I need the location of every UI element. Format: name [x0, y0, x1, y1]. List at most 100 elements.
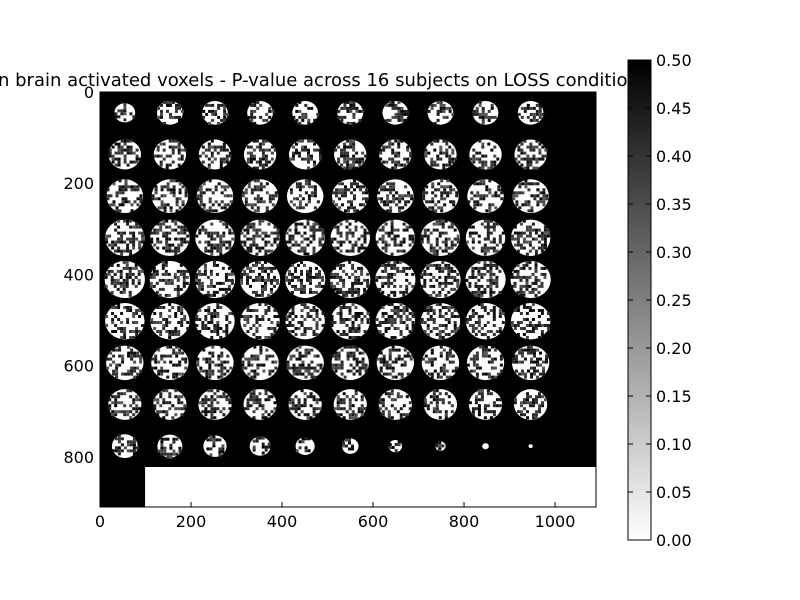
- brain-slice: [202, 100, 230, 125]
- x-tick-label: 0: [95, 512, 105, 531]
- plot-frame: [99, 91, 597, 508]
- x-tick-label: 400: [267, 512, 298, 531]
- brain-slice: [108, 139, 142, 170]
- brain-slice: [512, 179, 549, 214]
- brain-slice: [249, 436, 271, 456]
- brain-slice: [203, 435, 227, 457]
- brain-slice: [104, 260, 145, 299]
- brain-slice: [292, 100, 320, 125]
- brain-slice: [514, 139, 548, 170]
- brain-slice: [388, 440, 402, 453]
- brain-slice: [285, 219, 325, 257]
- brain-slice: [510, 302, 551, 340]
- y-tick-label: 800: [63, 448, 94, 467]
- brain-slice: [196, 345, 234, 381]
- colorbar-tick-label: 0.00: [656, 531, 692, 550]
- brain-slice: [510, 260, 551, 299]
- brain-slice: [378, 389, 412, 420]
- colorbar-tick-label: 0.45: [656, 99, 692, 118]
- brain-slice: [151, 179, 189, 214]
- brain-slice: [150, 302, 190, 340]
- brain-slice: [106, 345, 144, 381]
- brain-slice: [285, 302, 325, 340]
- colorbar: 0.50 0.45 0.40 0.35 0.30 0.25 0.20 0.15 0.10 0.05…: [627, 51, 692, 550]
- colorbar-tick-label: 0.25: [656, 291, 692, 310]
- brain-slice: [472, 100, 499, 125]
- brain-slice: [469, 139, 502, 170]
- brain-slice: [465, 260, 506, 299]
- brain-slice: [427, 100, 455, 125]
- x-tick-label: 1000: [535, 512, 576, 531]
- x-tick-label: 800: [449, 512, 480, 531]
- brain-slice: [151, 345, 189, 381]
- brain-slice: [114, 103, 136, 123]
- brain-slice: [510, 219, 551, 257]
- colorbar-tick-label: 0.30: [656, 243, 692, 262]
- brain-slice: [157, 100, 184, 125]
- brain-slice: [195, 219, 235, 257]
- heatmap-plot-area: [100, 92, 596, 507]
- brain-slice: [332, 179, 369, 214]
- brain-slice: [435, 441, 446, 451]
- brain-slice: [288, 389, 322, 420]
- brain-slice: [466, 345, 505, 381]
- brain-slice: [528, 444, 533, 449]
- empty-mosaic-region: [145, 467, 596, 507]
- brain-slice: [198, 139, 232, 170]
- brain-slice: [467, 179, 504, 214]
- brain-slice: [422, 179, 459, 214]
- brain-slice: [468, 389, 503, 420]
- brain-slice: [423, 389, 458, 420]
- brain-slice: [196, 179, 234, 214]
- brain-slice: [111, 434, 139, 459]
- brain-slice: [157, 434, 183, 459]
- brain-slice: [149, 260, 191, 299]
- colorbar-tick-label: 0.15: [656, 387, 692, 406]
- y-tick-label: 200: [63, 174, 94, 193]
- brain-slice: [195, 302, 235, 340]
- chart-title: n brain activated voxels - P-value acros…: [0, 70, 639, 91]
- y-tick-label: 600: [63, 357, 94, 376]
- brain-slice: [105, 219, 145, 257]
- colorbar-tick-label: 0.50: [656, 51, 692, 70]
- brain-slice: [517, 100, 545, 125]
- brain-slice: [198, 389, 232, 420]
- brain-slice: [375, 219, 416, 257]
- brain-slice: [375, 302, 416, 340]
- brain-slice: [337, 100, 365, 125]
- brain-slice: [465, 302, 506, 340]
- colorbar-tick-label: 0.10: [656, 435, 692, 454]
- colorbar-tick-label: 0.20: [656, 339, 692, 358]
- brain-slice: [239, 260, 281, 299]
- brain-slice: [330, 260, 371, 299]
- brain-slice: [194, 260, 236, 299]
- brain-slice: [153, 139, 187, 170]
- colorbar-tick-label: 0.40: [656, 147, 692, 166]
- brain-slice: [375, 260, 416, 299]
- colorbar-tick-label: 0.35: [656, 195, 692, 214]
- brain-slice: [421, 345, 460, 381]
- brain-slice: [420, 260, 461, 299]
- brain-slice: [420, 302, 461, 340]
- brain-slice: [295, 437, 315, 455]
- brain-slice: [105, 302, 145, 340]
- brain-slice: [286, 345, 324, 381]
- brain-slice: [420, 219, 461, 257]
- slice-mosaic: [104, 100, 596, 507]
- brain-slice: [243, 139, 277, 170]
- brain-slice: [482, 443, 489, 450]
- brain-slice: [243, 389, 277, 420]
- x-tick-label: 600: [358, 512, 389, 531]
- brain-slice: [108, 389, 142, 420]
- brain-slice: [285, 260, 326, 299]
- brain-slice: [514, 389, 548, 420]
- brain-slice: [382, 100, 410, 125]
- brain-slice: [330, 219, 370, 257]
- brain-slice: [241, 345, 279, 381]
- brain-slice: [379, 139, 413, 170]
- brain-slice: [153, 389, 187, 420]
- brain-slice: [240, 302, 280, 340]
- brain-slice: [511, 345, 550, 381]
- brain-slice: [341, 438, 359, 454]
